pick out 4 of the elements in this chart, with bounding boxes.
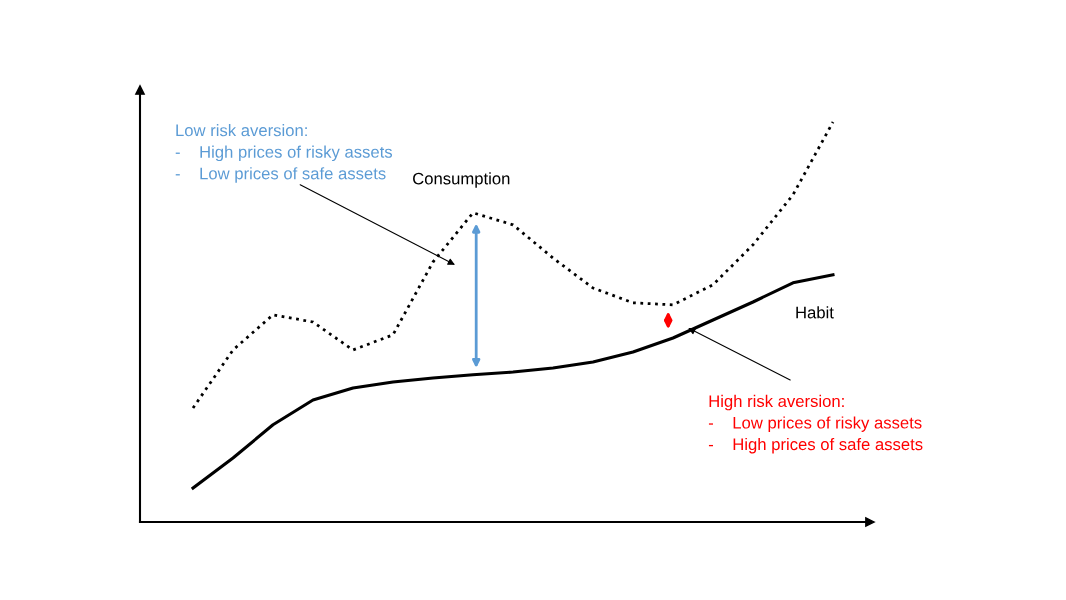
annotation: Low risk aversion: - High prices of risky assets - Low prices of safe assets bbox=[175, 124, 393, 183]
series-label: Habit bbox=[796, 306, 834, 319]
annotation: High risk aversion: - Low prices of risky assets - High prices of safe assets bbox=[708, 394, 923, 454]
text: Consumption bbox=[413, 172, 510, 188]
